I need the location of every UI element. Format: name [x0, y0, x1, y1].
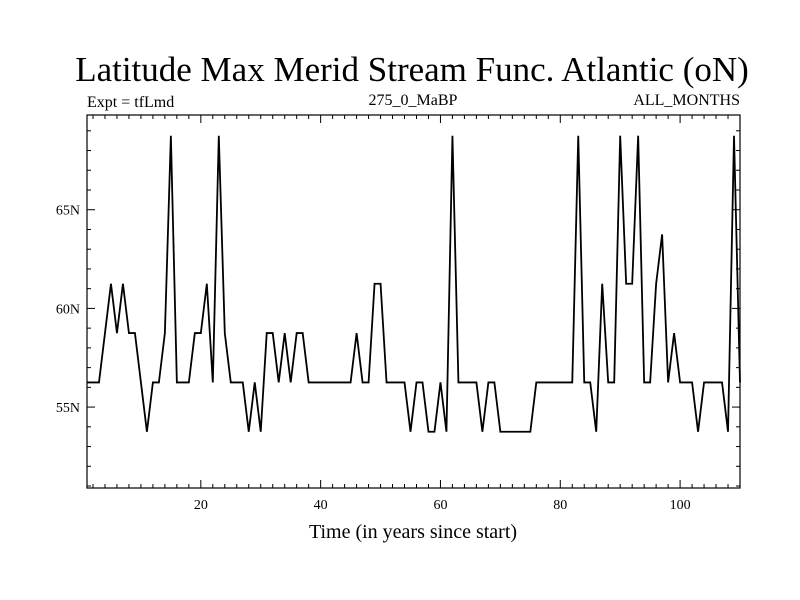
y-tick-label: 65N [56, 204, 80, 219]
x-tick-label: 80 [553, 498, 567, 513]
chart-subtitle-left: Expt = tfLmd [87, 94, 174, 111]
x-tick-label: 100 [670, 498, 691, 513]
x-tick-label: 20 [194, 498, 208, 513]
x-tick-label: 60 [433, 498, 447, 513]
x-axis-ticks: 20 40 60 80 100 [92, 115, 741, 513]
series-line [87, 135, 741, 433]
series-layer [87, 135, 741, 433]
x-tick-label: 40 [314, 498, 328, 513]
y-tick-label: 60N [56, 302, 80, 317]
y-axis-ticks: 55N 60N 65N [56, 130, 740, 487]
chart-subtitle-center: 275_0_MaBP [369, 92, 458, 109]
chart-subtitle-right: ALL_MONTHS [633, 92, 740, 109]
y-tick-label: 55N [56, 401, 80, 416]
chart-title: Latitude Max Merid Stream Func. Atlantic… [75, 50, 749, 89]
plot-frame [86, 114, 741, 489]
x-axis-label: Time (in years since start) [309, 521, 517, 543]
